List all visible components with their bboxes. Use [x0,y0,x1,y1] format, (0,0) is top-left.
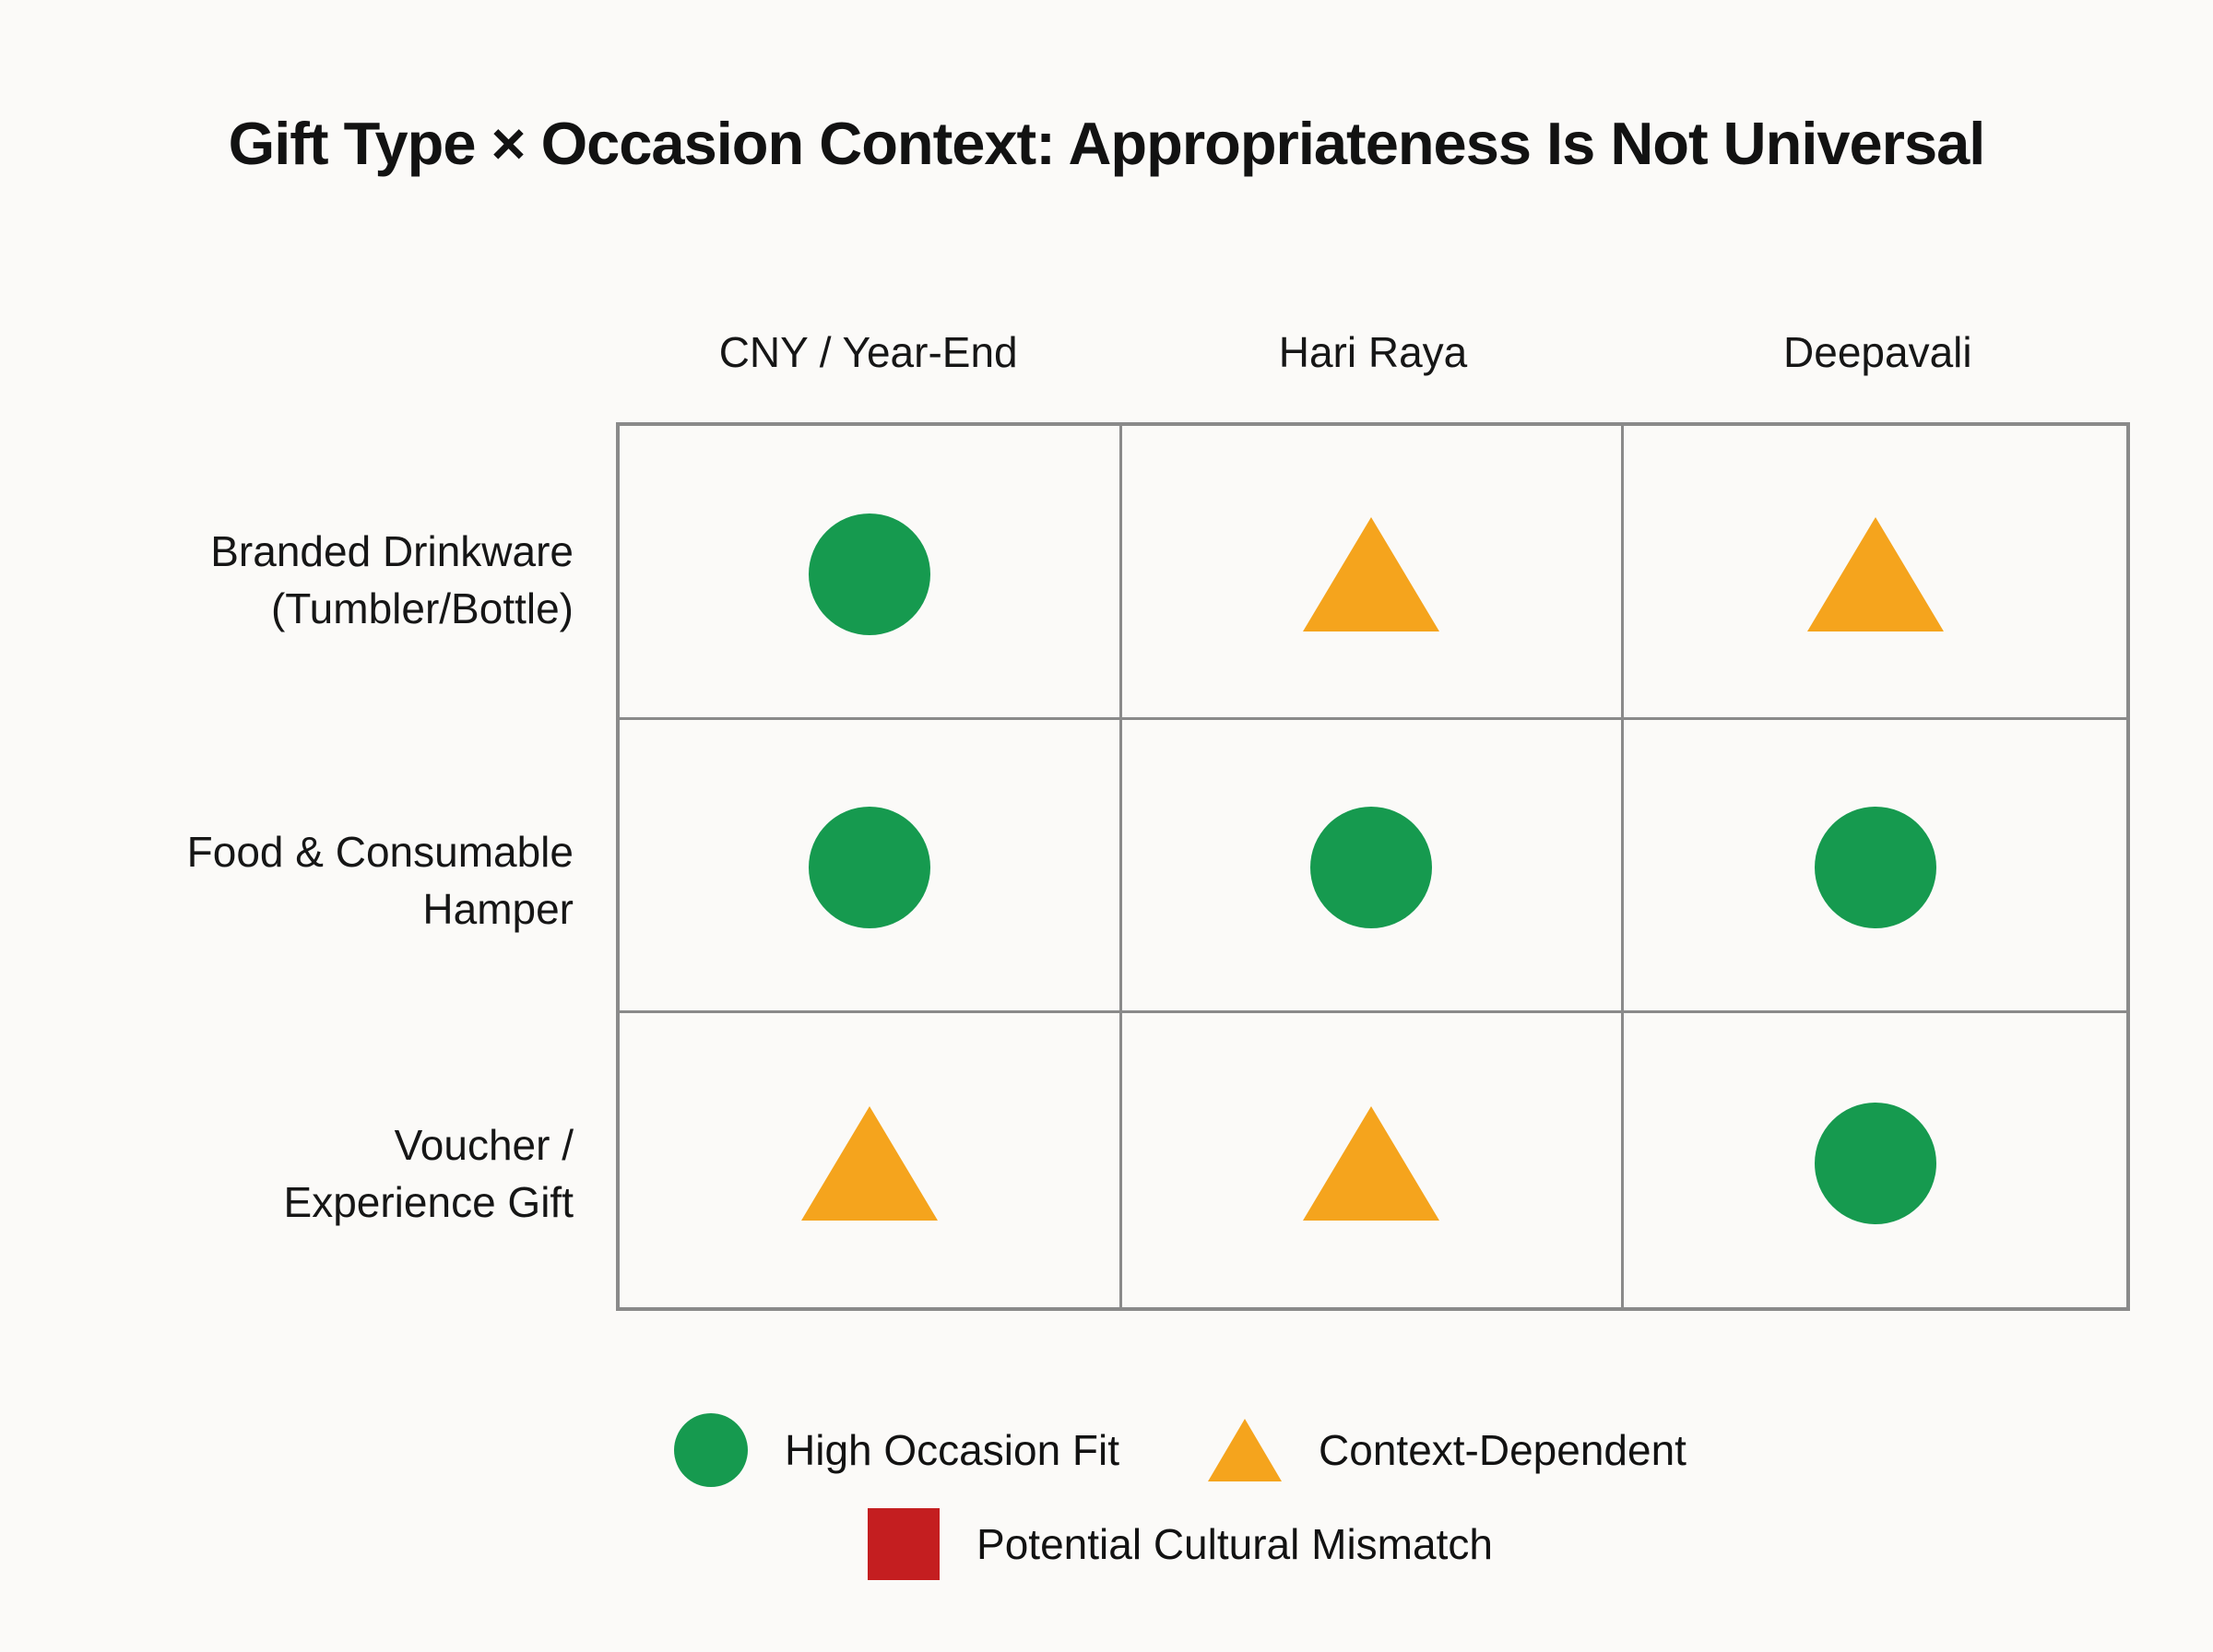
matrix-cell [620,426,1122,720]
matrix-cell [1624,720,2126,1014]
row-label-line: Voucher / [394,1121,574,1169]
page-title: Gift Type × Occasion Context: Appropriat… [228,110,1986,177]
legend-row-2: Potential Cultural Mismatch [0,1506,2213,1582]
row-label-line: Food & Consumable [186,828,574,876]
column-header-hari-raya: Hari Raya [1278,328,1468,376]
triangle-legend-icon [1208,1419,1283,1481]
column-headers: CNY / Year-End Hari Raya Deepavali [616,324,2130,380]
legend-symbol-slot [868,1508,941,1580]
legend-item-potential-cultural-mismatch: Potential Cultural Mismatch [868,1508,1493,1580]
high-occasion-fit-circle-icon [808,807,930,929]
column-header-cny-year-end: CNY / Year-End [718,328,1018,376]
legend-row-1-items: High Occasion Fit Context-Dependent [674,1409,1686,1492]
legend-symbol-slot [1208,1419,1283,1481]
row-label-line: Hamper [422,885,574,933]
legend-label: High Occasion Fit [785,1426,1120,1474]
row-label-line: (Tumbler/Bottle) [270,584,574,632]
legend-row-2-items: Potential Cultural Mismatch [868,1506,1493,1582]
legend-label: Potential Cultural Mismatch [976,1520,1493,1568]
row-label-voucher-experience: Voucher / Experience Gift [2,1116,574,1231]
appropriateness-matrix-grid [616,422,2130,1311]
legend-item-context-dependent: Context-Dependent [1208,1419,1686,1481]
circle-legend-icon [674,1413,749,1487]
matrix-cell [620,719,1122,1014]
legend-symbol-slot [674,1413,749,1487]
high-occasion-fit-circle-icon [808,513,930,635]
row-label-food-hamper: Food & Consumable Hamper [2,823,574,938]
row-label-branded-drinkware: Branded Drinkware (Tumbler/Bottle) [2,523,574,637]
column-header-deepavali: Deepavali [1783,328,1972,376]
matrix-cell [620,1013,1122,1307]
matrix-cell [1624,426,2126,720]
row-label-line: Branded Drinkware [210,527,574,575]
high-occasion-fit-circle-icon [1310,807,1433,929]
square-legend-icon [868,1508,941,1580]
legend-item-high-occasion-fit: High Occasion Fit [674,1413,1119,1487]
legend-label: Context-Dependent [1319,1426,1686,1474]
matrix-cell [1121,719,1625,1014]
row-label-line: Experience Gift [283,1178,574,1226]
context-dependent-triangle-icon [800,1105,938,1221]
matrix-cell [1121,426,1625,720]
context-dependent-triangle-icon [1303,516,1440,631]
matrix-cell [1122,1013,1625,1307]
legend-row-1: High Occasion Fit Context-Dependent [0,1409,2213,1492]
high-occasion-fit-circle-icon [1814,807,1936,929]
high-occasion-fit-circle-icon [1814,1102,1936,1224]
context-dependent-triangle-icon [1806,516,1944,631]
matrix-cell [1624,1013,2126,1307]
context-dependent-triangle-icon [1303,1105,1440,1221]
